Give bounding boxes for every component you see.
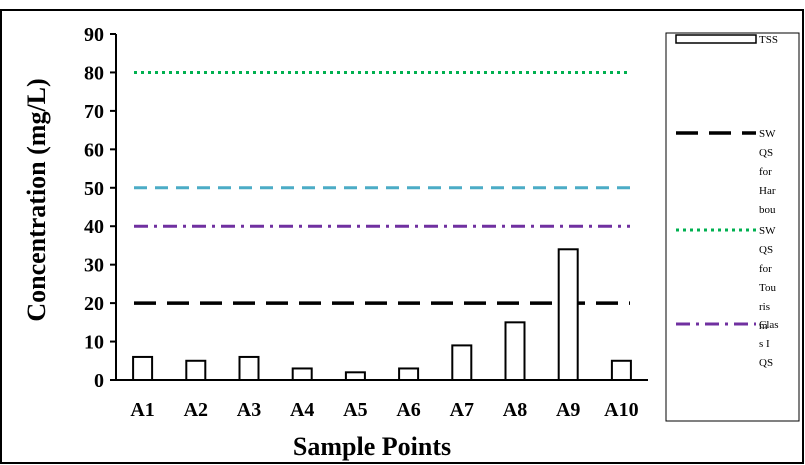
- bar: [451, 344, 473, 381]
- legend-label-line: QS: [759, 357, 773, 369]
- legend-label-line: Clas: [759, 319, 779, 331]
- bar: [398, 367, 420, 382]
- legend-label-line: QS: [759, 147, 773, 159]
- y-tick-label: 10: [84, 332, 104, 354]
- bar: [238, 355, 260, 381]
- legend-label-line: Har: [759, 185, 776, 197]
- bar: [610, 359, 632, 381]
- bar: [132, 355, 154, 381]
- bar: [291, 367, 313, 382]
- x-tick-label: A10: [604, 399, 638, 421]
- x-tick-label: A3: [237, 399, 261, 421]
- bar: [185, 359, 207, 381]
- y-tick-label: 40: [84, 216, 104, 238]
- x-tick-label: A8: [503, 399, 527, 421]
- x-tick-label: A9: [556, 399, 580, 421]
- legend-label-line: ris: [759, 301, 770, 313]
- x-tick-label: A5: [343, 399, 367, 421]
- x-tick-label: A7: [450, 399, 474, 421]
- legend-label-tss: TSS: [759, 34, 778, 46]
- reference-lines: [134, 70, 630, 305]
- legend-swatch-tss: [675, 34, 757, 44]
- x-tick-label: A2: [184, 399, 208, 421]
- legend-label-line: for: [759, 263, 772, 275]
- legend-label-line: m: [759, 320, 768, 332]
- x-axis: A1 A2 A3 A4 A5 A6 A7 A8 A9 A10: [116, 379, 648, 421]
- y-tick-label: 90: [84, 24, 104, 46]
- x-tick-label: A4: [290, 399, 314, 421]
- bar: [344, 371, 366, 381]
- y-tick-label: 60: [84, 139, 104, 161]
- bars: [132, 248, 632, 382]
- y-tick-label: 50: [84, 178, 104, 200]
- x-tick-label: A6: [396, 399, 420, 421]
- y-tick-label: 70: [84, 101, 104, 123]
- legend-label-line: s I: [759, 338, 770, 350]
- y-tick-label: 0: [94, 370, 104, 392]
- y-tick-label: 30: [84, 255, 104, 277]
- y-tick-label: 20: [84, 293, 104, 315]
- legend-label-line: for: [759, 166, 772, 178]
- legend-label-line: QS: [759, 244, 773, 256]
- bar: [557, 248, 579, 381]
- y-tick-label: 80: [84, 62, 104, 84]
- x-axis-title: Sample Points: [293, 432, 451, 461]
- legend-box: [665, 32, 800, 422]
- x-tick-label: A1: [130, 399, 154, 421]
- legend-label-line: bou: [759, 204, 776, 216]
- legend-label-line: SW: [759, 225, 776, 237]
- legend-label-line: SW: [759, 128, 776, 140]
- y-axis-title: Concentration (mg/L): [22, 78, 51, 321]
- legend-label-line: Tou: [759, 282, 776, 294]
- bar: [504, 321, 526, 382]
- y-axis: 0 10 20 30 40 50 60 70 80 90: [84, 24, 117, 392]
